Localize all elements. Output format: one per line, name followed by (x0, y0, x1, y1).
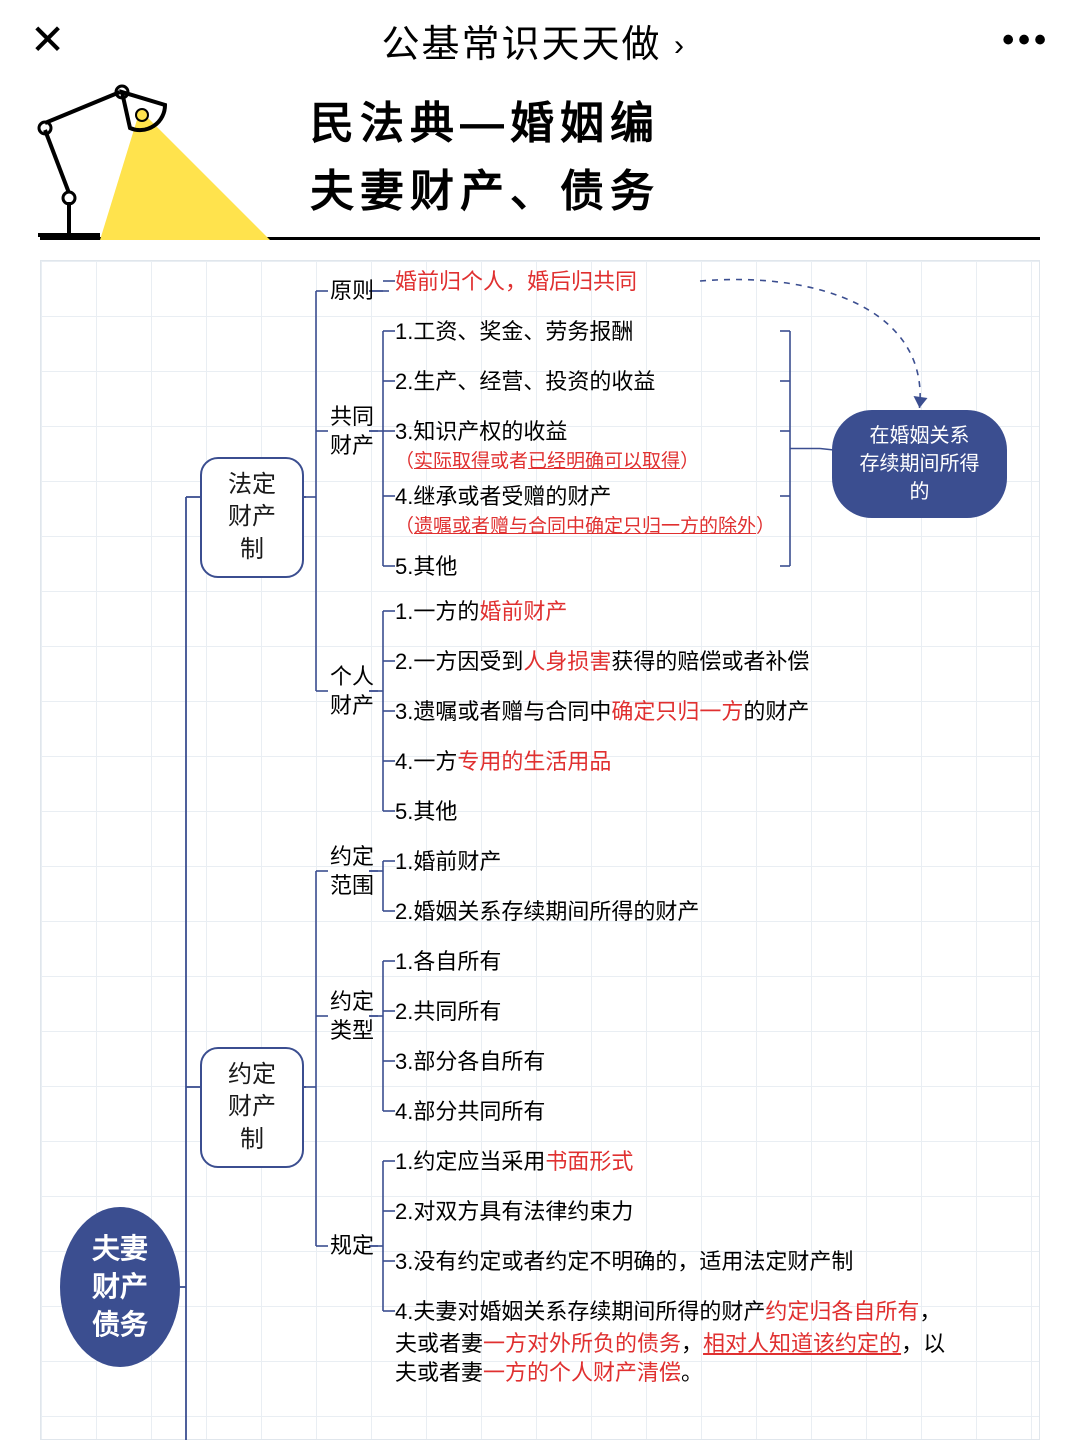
leaf-item: 5.其他 (395, 797, 457, 827)
leaf-item: 1.婚前财产 (395, 847, 501, 877)
banner: 民法典—婚姻编 夫妻财产、债务 (40, 80, 1040, 240)
leaf-item: 1.工资、奖金、劳务报酬 (395, 317, 633, 347)
leaf-item: 2.对双方具有法律约束力 (395, 1197, 633, 1227)
sub-node-legal: 法定财产制 (200, 457, 304, 578)
leaf-item: 4.部分共同所有 (395, 1097, 545, 1127)
leaf-item: 2.一方因受到人身损害获得的赔偿或者补偿 (395, 647, 809, 677)
leaf-item: 1.各自所有 (395, 947, 501, 977)
chevron-right-icon: › (674, 29, 686, 62)
leaf-item: 4.夫妻对婚姻关系存续期间所得的财产约定归各自所有，夫或者妻一方对外所负的债务，… (395, 1297, 955, 1388)
side-note-pill: 在婚姻关系存续期间所得的 (832, 410, 1007, 518)
cat-scope: 约定范围 (330, 843, 374, 900)
banner-title: 民法典—婚姻编 夫妻财产、债务 (310, 90, 660, 226)
sub-node-agreed: 约定财产制 (200, 1047, 304, 1168)
leaf-item: 婚前归个人，婚后归共同 (395, 267, 637, 297)
root-node: 夫妻财产债务 (60, 1207, 180, 1367)
leaf-item: 1.约定应当采用书面形式 (395, 1147, 633, 1177)
cat-personal: 个人财产 (330, 663, 374, 720)
leaf-item: 3.知识产权的收益（实际取得或者已经明确可以取得） (395, 417, 699, 474)
page-title-text: 公基常识天天做 (381, 24, 661, 66)
mindmap-diagram: 夫妻财产债务 法定财产制约定财产制 原则共同财产个人财产约定范围约定类型规定 婚前归个… (0, 260, 1080, 1440)
leaf-item: 2.共同所有 (395, 997, 501, 1027)
leaf-item: 4.一方专用的生活用品 (395, 747, 611, 777)
leaf-item: 4.继承或者受赠的财产（遗嘱或者赠与合同中确定只归一方的除外） (395, 482, 775, 539)
page-title[interactable]: 公基常识天天做 › (381, 13, 686, 68)
cat-common: 共同财产 (330, 403, 374, 460)
banner-title-line2: 夫妻财产、债务 (310, 158, 660, 226)
banner-title-line1: 民法典—婚姻编 (310, 90, 660, 158)
leaf-item: 1.一方的婚前财产 (395, 597, 567, 627)
cat-types: 约定类型 (330, 988, 374, 1045)
header-bar: ✕ 公基常识天天做 › ••• (0, 0, 1080, 80)
lamp-icon (30, 70, 230, 240)
leaf-item: 3.遗嘱或者赠与合同中确定只归一方的财产 (395, 697, 809, 727)
cat-principle: 原则 (330, 277, 374, 306)
leaf-item: 5.其他 (395, 552, 457, 582)
leaf-item: 2.生产、经营、投资的收益 (395, 367, 655, 397)
cat-rules: 规定 (330, 1232, 374, 1261)
close-icon[interactable]: ✕ (30, 19, 65, 61)
leaf-item: 3.没有约定或者约定不明确的，适用法定财产制 (395, 1247, 853, 1277)
more-icon[interactable]: ••• (1002, 21, 1050, 60)
leaf-item: 3.部分各自所有 (395, 1047, 545, 1077)
leaf-item: 2.婚姻关系存续期间所得的财产 (395, 897, 699, 927)
